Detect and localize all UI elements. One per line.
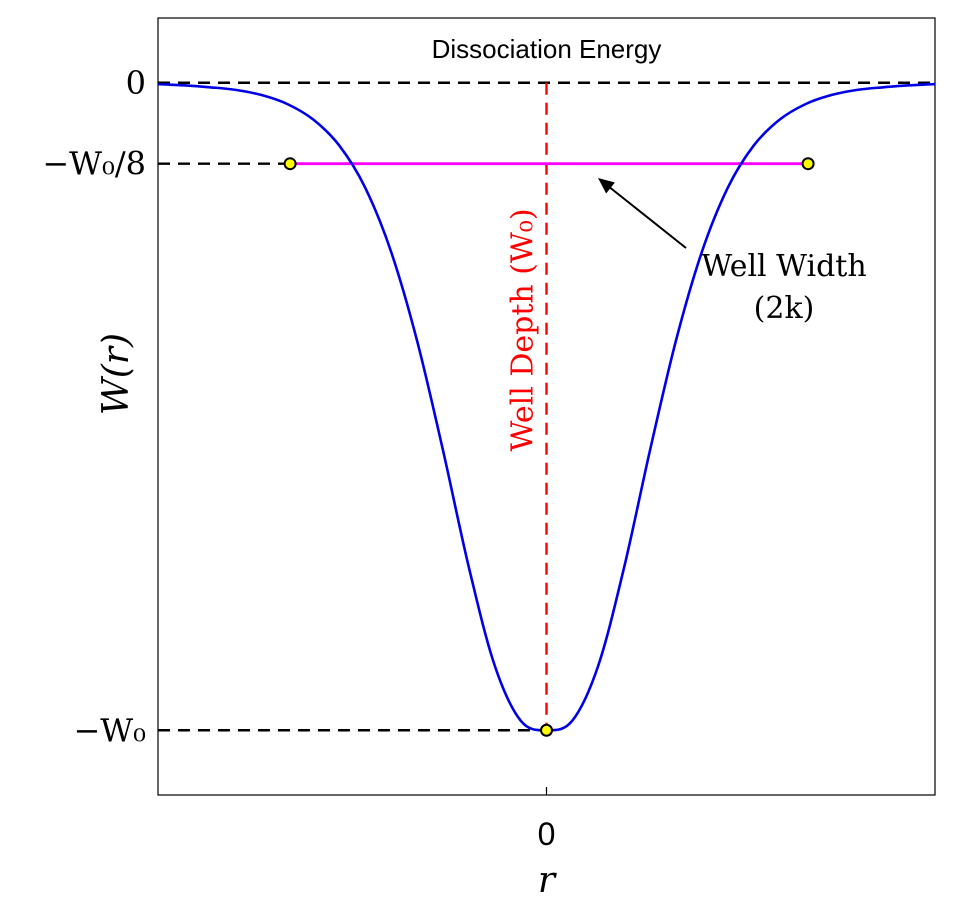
well-width-sublabel: (2k): [754, 291, 815, 326]
well-width-arrow-head: [598, 178, 615, 194]
y-axis-label: W(r): [96, 333, 137, 415]
marker-point-0: [283, 157, 297, 171]
marker-layer: [283, 157, 815, 737]
x-axis-label: r: [538, 860, 557, 901]
well-width-label: Well Width: [701, 249, 866, 284]
marker-point-1: [801, 157, 815, 171]
tick-layer: 0 −W₀/8 −W₀ 0: [42, 64, 555, 852]
well-depth-label: Well Depth (W₀): [506, 208, 541, 451]
marker-point-2: [540, 723, 553, 737]
x-tick-label-0: 0: [538, 816, 556, 852]
reference-lines: [158, 81, 935, 732]
y-tick-label-2: −W₀: [73, 711, 146, 749]
dissociation-energy-label: Dissociation Energy: [432, 34, 662, 64]
y-tick-label-1: −W₀/8: [42, 145, 146, 183]
well-width-arrow: [607, 185, 687, 249]
y-tick-label-0: 0: [126, 64, 146, 102]
